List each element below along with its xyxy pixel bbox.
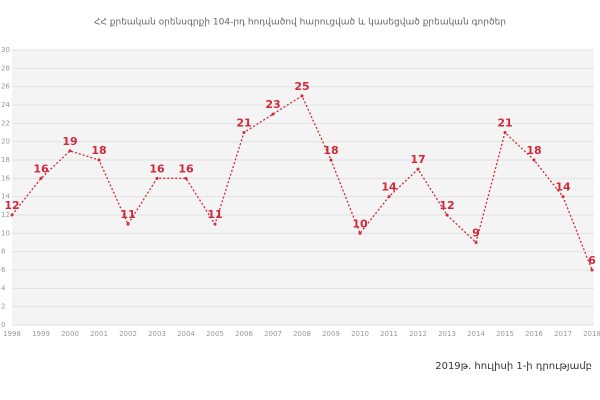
point — [358, 231, 362, 235]
data-label: 23 — [265, 98, 280, 111]
data-label: 11 — [207, 208, 222, 221]
x-tick-label: 2009 — [322, 330, 340, 338]
data-label: 16 — [149, 162, 165, 175]
point — [126, 222, 130, 226]
y-tick-label: 18 — [1, 156, 10, 164]
data-label: 12 — [439, 199, 454, 212]
data-label: 18 — [323, 144, 338, 157]
point — [416, 167, 420, 171]
x-tick-label: 2011 — [380, 330, 398, 338]
y-tick-label: 10 — [1, 229, 10, 237]
data-label: 21 — [497, 117, 512, 130]
y-tick-label: 12 — [1, 211, 10, 219]
data-label: 16 — [33, 162, 49, 175]
x-tick-label: 2003 — [148, 330, 166, 338]
x-tick-label: 2004 — [177, 330, 195, 338]
y-tick-label: 14 — [1, 193, 10, 201]
y-tick-label: 24 — [1, 101, 10, 109]
data-label: 14 — [381, 181, 397, 194]
x-tick-label: 2006 — [235, 330, 253, 338]
y-tick-label: 22 — [1, 119, 10, 127]
data-label: 14 — [555, 181, 571, 194]
point — [561, 195, 565, 199]
data-label: 16 — [178, 162, 194, 175]
data-label: 17 — [410, 153, 425, 166]
x-tick-label: 2013 — [438, 330, 456, 338]
data-label: 19 — [62, 135, 77, 148]
data-label: 18 — [526, 144, 541, 157]
data-label: 21 — [236, 117, 251, 130]
x-tick-label: 2015 — [496, 330, 514, 338]
y-tick-label: 26 — [1, 83, 10, 91]
point — [271, 112, 275, 116]
x-tick-label: 2018 — [583, 330, 600, 338]
x-tick-label: 2017 — [554, 330, 572, 338]
data-label: 25 — [294, 80, 309, 93]
point — [503, 131, 507, 134]
x-tick-label: 2016 — [525, 330, 543, 338]
y-tick-label: 8 — [1, 248, 5, 256]
point — [97, 158, 101, 162]
x-tick-label: 2008 — [293, 330, 311, 338]
y-tick-label: 16 — [1, 174, 10, 182]
data-label: 12 — [4, 199, 19, 212]
point — [590, 268, 594, 272]
y-tick-label: 4 — [1, 284, 6, 292]
y-tick-label: 6 — [1, 266, 6, 274]
point — [387, 195, 391, 199]
x-tick-label: 2012 — [409, 330, 427, 338]
point — [213, 222, 217, 226]
point — [329, 158, 333, 162]
y-tick-label: 28 — [1, 64, 10, 72]
x-tick-label: 1999 — [32, 330, 50, 338]
x-tick-label: 2014 — [467, 330, 485, 338]
y-tick-label: 2 — [1, 303, 5, 311]
y-tick-label: 0 — [1, 321, 5, 329]
data-label: 11 — [120, 208, 135, 221]
x-tick-label: 2000 — [61, 330, 79, 338]
data-label: 6 — [588, 254, 596, 267]
data-label: 10 — [352, 217, 368, 230]
x-tick-label: 2002 — [119, 330, 137, 338]
point — [39, 176, 43, 180]
data-label: 18 — [91, 144, 106, 157]
point — [474, 241, 478, 244]
point — [68, 149, 72, 153]
x-tick-label: 2007 — [264, 330, 282, 338]
x-tick-label: 2001 — [90, 330, 108, 338]
data-label: 9 — [472, 227, 480, 240]
point — [184, 176, 188, 180]
point — [10, 213, 14, 217]
point — [445, 213, 449, 217]
x-tick-label: 2010 — [351, 330, 369, 338]
x-tick-label: 2005 — [206, 330, 224, 338]
y-tick-label: 30 — [1, 46, 10, 54]
y-tick-label: 20 — [1, 138, 10, 146]
chart-title: ՀՀ քրեական օրենսգրքի 104-րդ հոդվածով հար… — [94, 18, 506, 28]
point — [155, 176, 159, 180]
note: 2019թ. հուլիսի 1-ի դրությամբ — [435, 361, 592, 372]
point — [242, 131, 246, 134]
point — [300, 94, 304, 98]
point — [532, 158, 536, 162]
x-tick-label: 1998 — [3, 330, 21, 338]
